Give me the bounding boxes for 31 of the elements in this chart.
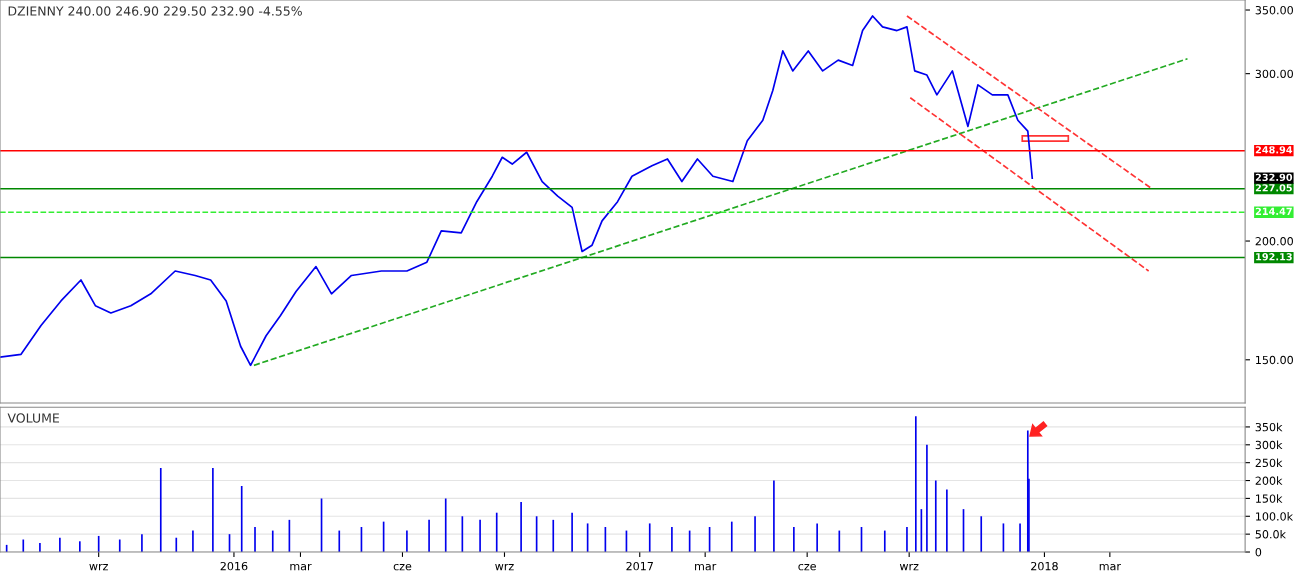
x-tick-label: wrz xyxy=(495,563,514,571)
x-tick-label: wrz xyxy=(899,563,919,571)
ref-line-label: 227.05 xyxy=(1255,184,1292,192)
y-tick-label: 350k xyxy=(1255,422,1283,432)
x-tick-label: mar xyxy=(290,563,312,571)
y-tick-label: 150k xyxy=(1256,494,1283,503)
y-tick-label: 100.0k xyxy=(1256,512,1294,521)
y-tick-label: 0 xyxy=(1255,547,1262,557)
x-tick-label: mar xyxy=(1099,563,1121,571)
chart-title: VOLUME xyxy=(7,413,60,423)
x-tick-label: wrz xyxy=(89,563,108,571)
x-tick-label: 2017 xyxy=(626,561,653,571)
y-tick-label: 50.0k xyxy=(1255,529,1286,539)
y-tick-label: 350.00 xyxy=(1255,6,1293,15)
x-tick-label: mar xyxy=(695,563,717,571)
x-tick-label: cze xyxy=(798,563,816,571)
y-tick-label: 150.00 xyxy=(1256,355,1293,365)
x-tick-label: cze xyxy=(393,563,412,571)
ref-line-label: 192.13 xyxy=(1256,253,1292,261)
y-tick-label: 250k xyxy=(1255,458,1283,468)
line-series xyxy=(0,15,1034,367)
y-tick-label: 200k xyxy=(1255,476,1283,485)
x-tick-label: 2016 xyxy=(220,561,248,571)
x-tick-label: 2018 xyxy=(1031,561,1058,571)
y-tick-label: 300k xyxy=(1255,440,1283,450)
ref-line-label: 248.94 xyxy=(1255,146,1293,154)
text: 232.90 xyxy=(1255,173,1293,181)
ref-line-label: 214.47 xyxy=(1255,207,1292,215)
y-tick-label: 200.00 xyxy=(1255,237,1293,246)
chart-title: DZIENNY 240.00 246.90 229.50 232.90 -4.55% xyxy=(8,6,302,16)
y-tick-label: 300.00 xyxy=(1255,69,1293,79)
